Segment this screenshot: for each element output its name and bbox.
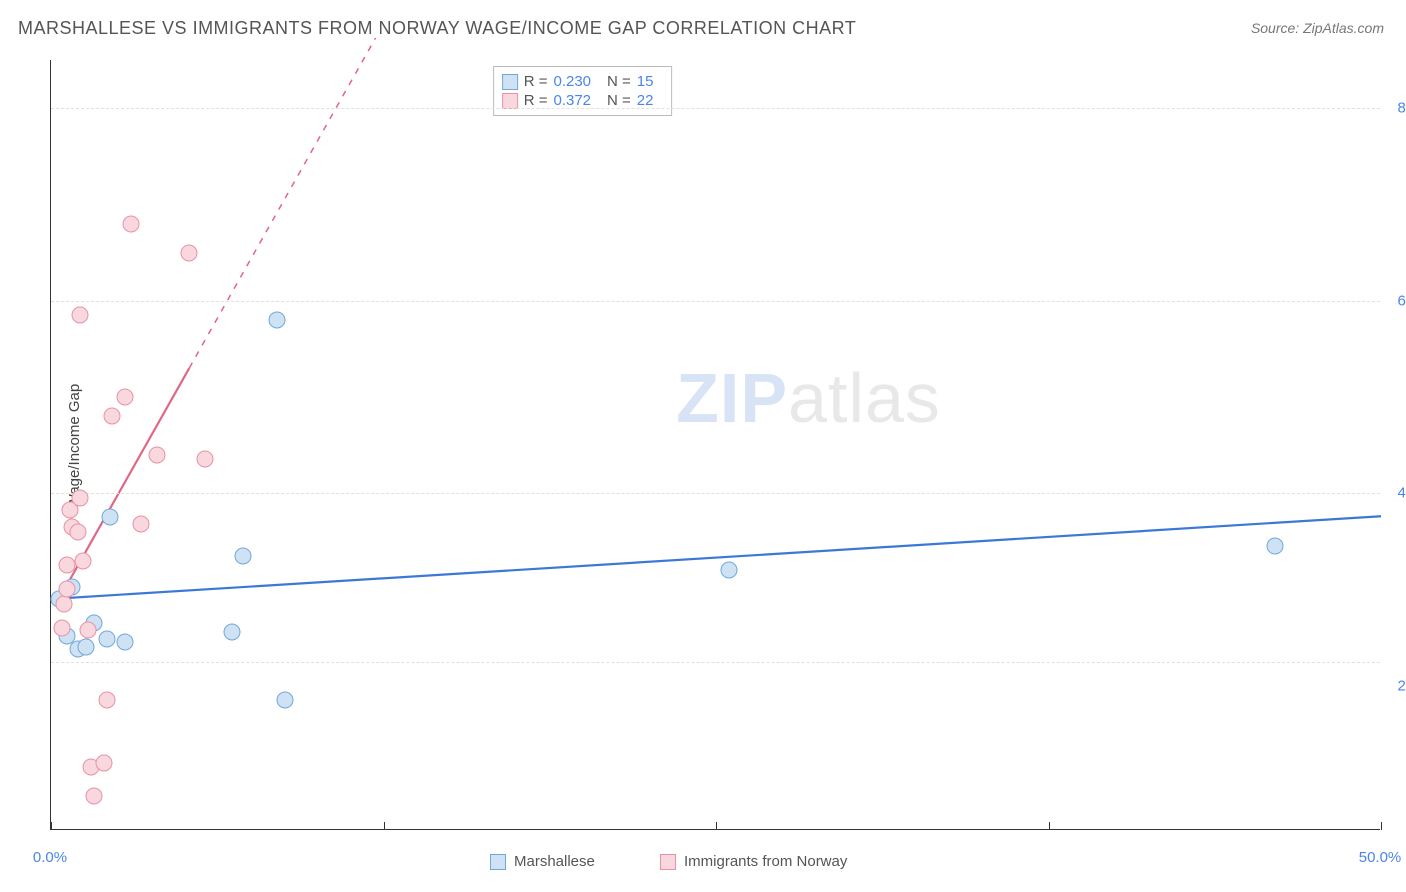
legend-swatch-marshallese [490, 854, 506, 870]
watermark-zip: ZIP [676, 359, 788, 437]
scatter-point-norway [197, 451, 214, 468]
scatter-point-marshallese [1266, 538, 1283, 555]
x-tick-line [1381, 822, 1382, 830]
x-tick-line [51, 822, 52, 830]
scatter-point-marshallese [277, 692, 294, 709]
y-tick-label: 80.0% [1385, 100, 1406, 117]
scatter-point-marshallese [223, 623, 240, 640]
scatter-point-marshallese [117, 634, 134, 651]
x-tick-line [1049, 822, 1050, 830]
scatter-point-norway [117, 388, 134, 405]
legend-swatch-norway [660, 854, 676, 870]
scatter-point-norway [58, 557, 75, 574]
n-label: N = [607, 92, 631, 109]
scatter-point-marshallese [234, 547, 251, 564]
watermark-atlas: atlas [788, 359, 941, 437]
scatter-point-norway [53, 619, 70, 636]
legend-item-norway: Immigrants from Norway [660, 853, 847, 870]
x-tick-line [716, 822, 717, 830]
scatter-point-norway [72, 489, 89, 506]
scatter-point-marshallese [101, 509, 118, 526]
r-value: 0.230 [553, 73, 591, 90]
y-tick-label: 60.0% [1385, 292, 1406, 309]
scatter-point-marshallese [269, 311, 286, 328]
scatter-point-norway [98, 692, 115, 709]
scatter-point-norway [122, 215, 139, 232]
y-tick-label: 40.0% [1385, 485, 1406, 502]
scatter-point-norway [80, 621, 97, 638]
gridline-h [51, 493, 1380, 494]
r-label: R = [524, 92, 548, 109]
y-tick-label: 20.0% [1385, 677, 1406, 694]
scatter-point-norway [181, 244, 198, 261]
scatter-point-norway [58, 581, 75, 598]
scatter-point-norway [149, 446, 166, 463]
n-value: 22 [637, 92, 654, 109]
n-value: 15 [637, 73, 654, 90]
plot-area: ZIPatlas R =0.230N =15R =0.372N =22 20.0… [50, 60, 1380, 830]
scatter-point-marshallese [98, 631, 115, 648]
chart-title: MARSHALLESE VS IMMIGRANTS FROM NORWAY WA… [18, 18, 856, 39]
stats-row-norway: R = 0.372 N = 22 [502, 92, 664, 109]
gridline-h [51, 108, 1380, 109]
stats-row-marshallese: R = 0.230 N = 15 [502, 73, 664, 90]
stats-swatch-norway [502, 93, 518, 109]
x-tick-line [384, 822, 385, 830]
scatter-point-marshallese [77, 639, 94, 656]
scatter-point-norway [104, 408, 121, 425]
legend-item-marshallese: Marshallese [490, 853, 595, 870]
legend-label-marshallese: Marshallese [514, 853, 595, 870]
scatter-point-norway [69, 523, 86, 540]
scatter-point-norway [133, 515, 150, 532]
x-tick-label-min: 0.0% [33, 849, 67, 866]
gridline-h [51, 301, 1380, 302]
trend-lines-layer [51, 60, 1380, 829]
scatter-point-norway [72, 307, 89, 324]
stats-swatch-marshallese [502, 74, 518, 90]
scatter-point-norway [56, 595, 73, 612]
r-value: 0.372 [553, 92, 591, 109]
scatter-point-norway [85, 788, 102, 805]
watermark: ZIPatlas [676, 358, 941, 438]
scatter-point-marshallese [721, 562, 738, 579]
legend-label-norway: Immigrants from Norway [684, 853, 847, 870]
n-label: N = [607, 73, 631, 90]
scatter-point-norway [96, 754, 113, 771]
source-label: Source: ZipAtlas.com [1251, 20, 1384, 36]
gridline-h [51, 662, 1380, 663]
x-tick-label-max: 50.0% [1359, 849, 1402, 866]
r-label: R = [524, 73, 548, 90]
scatter-point-norway [74, 552, 91, 569]
